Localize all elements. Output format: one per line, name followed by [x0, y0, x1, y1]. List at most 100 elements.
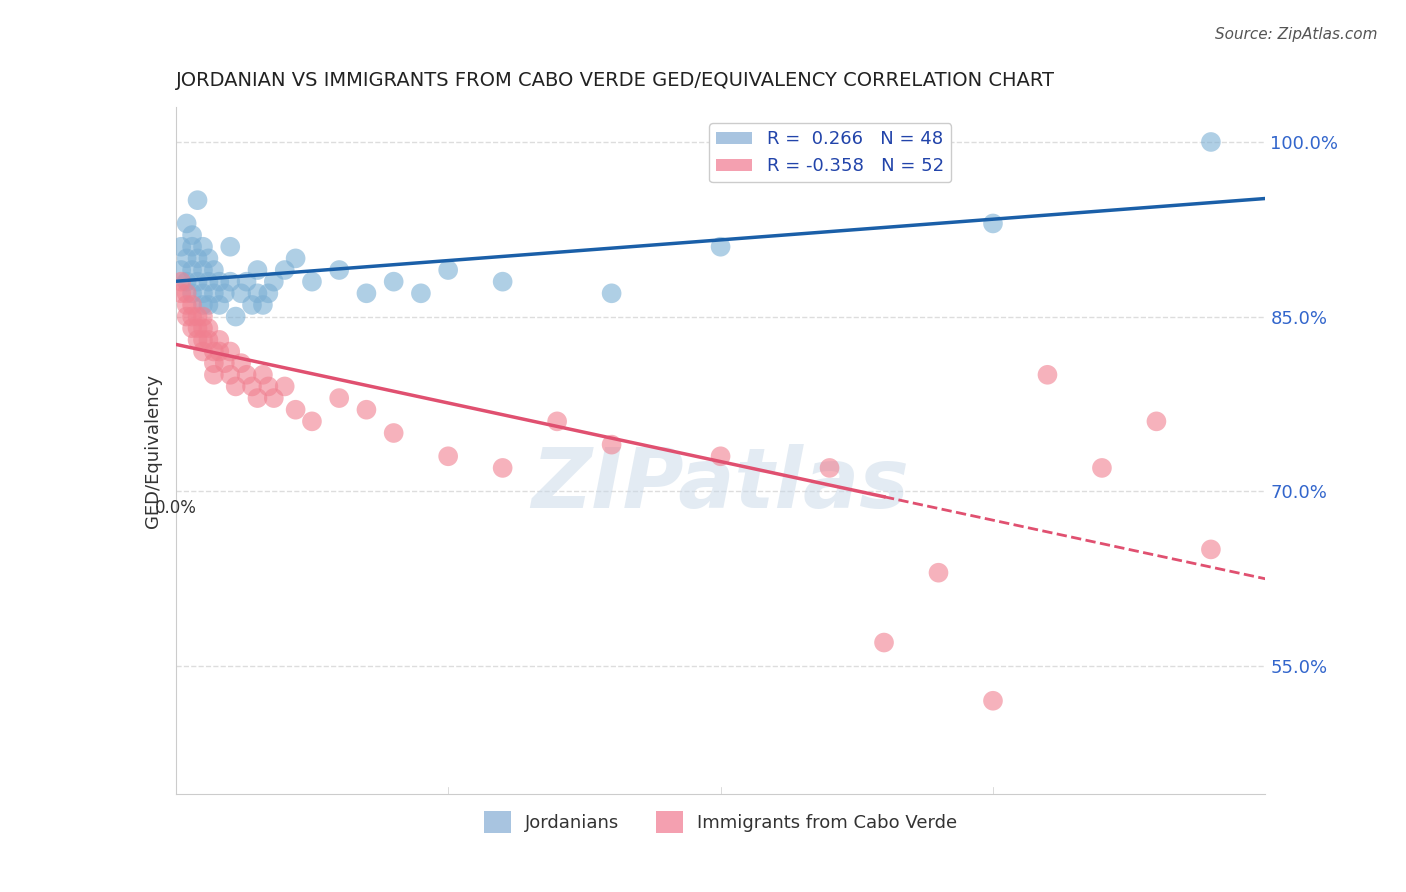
Point [246, 263, 269, 277]
Point [873, 635, 896, 649]
Point [170, 286, 193, 301]
Point [181, 286, 204, 301]
Point [356, 286, 378, 301]
Point [181, 263, 204, 277]
Text: JORDANIAN VS IMMIGRANTS FROM CABO VERDE GED/EQUIVALENCY CORRELATION CHART: JORDANIAN VS IMMIGRANTS FROM CABO VERDE … [176, 71, 1054, 90]
Point [252, 368, 274, 382]
Point [356, 402, 378, 417]
Point [257, 379, 280, 393]
Point [176, 286, 198, 301]
Point [546, 414, 568, 428]
Point [710, 240, 733, 254]
Point [240, 379, 263, 393]
Point [181, 240, 204, 254]
Point [301, 275, 323, 289]
Point [240, 298, 263, 312]
Point [225, 379, 247, 393]
Point [928, 566, 950, 580]
Point [214, 286, 236, 301]
Point [382, 425, 405, 440]
Point [219, 368, 242, 382]
Point [186, 333, 209, 347]
Point [176, 310, 198, 324]
Point [191, 321, 214, 335]
Point [263, 391, 285, 405]
Point [1199, 135, 1222, 149]
Point [981, 694, 1004, 708]
Point [301, 414, 323, 428]
Point [257, 286, 280, 301]
Point [1091, 461, 1114, 475]
Point [492, 461, 515, 475]
Point [197, 275, 219, 289]
Point [181, 321, 204, 335]
Point [437, 450, 460, 464]
Y-axis label: GED/Equivalency: GED/Equivalency [143, 374, 162, 527]
Point [197, 333, 219, 347]
Point [818, 461, 841, 475]
Point [208, 275, 231, 289]
Point [235, 368, 257, 382]
Point [208, 298, 231, 312]
Point [181, 228, 204, 243]
Point [252, 298, 274, 312]
Point [1144, 414, 1167, 428]
Point [409, 286, 432, 301]
Point [197, 321, 219, 335]
Text: ZIPatlas: ZIPatlas [531, 444, 910, 525]
Point [186, 321, 209, 335]
Point [284, 252, 307, 266]
Point [219, 240, 242, 254]
Text: Source: ZipAtlas.com: Source: ZipAtlas.com [1215, 27, 1378, 42]
Point [208, 344, 231, 359]
Point [1199, 542, 1222, 557]
Point [382, 275, 405, 289]
Text: 0.0%: 0.0% [155, 499, 197, 516]
Point [214, 356, 236, 370]
Point [263, 275, 285, 289]
Point [186, 193, 209, 207]
Point [191, 240, 214, 254]
Point [437, 263, 460, 277]
Point [231, 356, 253, 370]
Point [202, 263, 225, 277]
Point [191, 286, 214, 301]
Point [181, 298, 204, 312]
Point [202, 368, 225, 382]
Point [219, 344, 242, 359]
Point [170, 275, 193, 289]
Point [186, 252, 209, 266]
Point [181, 310, 204, 324]
Point [208, 333, 231, 347]
Point [600, 286, 623, 301]
Point [710, 450, 733, 464]
Point [328, 391, 350, 405]
Legend: R =  0.266   N = 48, R = -0.358   N = 52: R = 0.266 N = 48, R = -0.358 N = 52 [709, 123, 952, 182]
Point [246, 391, 269, 405]
Point [176, 298, 198, 312]
Point [225, 310, 247, 324]
Point [170, 240, 193, 254]
Point [197, 298, 219, 312]
Point [176, 217, 198, 231]
Point [191, 333, 214, 347]
Point [981, 217, 1004, 231]
Point [191, 310, 214, 324]
Point [186, 275, 209, 289]
Point [235, 275, 257, 289]
Point [1036, 368, 1059, 382]
Point [202, 356, 225, 370]
Point [170, 263, 193, 277]
Point [284, 402, 307, 417]
Point [246, 286, 269, 301]
Point [197, 252, 219, 266]
Point [191, 298, 214, 312]
Point [191, 344, 214, 359]
Point [176, 252, 198, 266]
Point [492, 275, 515, 289]
Point [176, 275, 198, 289]
Point [328, 263, 350, 277]
Point [274, 263, 297, 277]
Point [600, 437, 623, 451]
Point [231, 286, 253, 301]
